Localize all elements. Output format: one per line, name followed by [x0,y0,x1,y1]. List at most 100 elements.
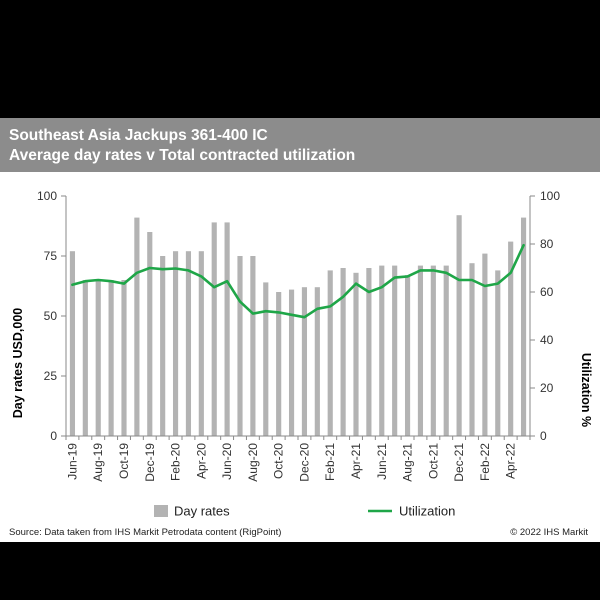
bar-Jul-20 [237,256,243,436]
bar-Oct-19 [121,280,127,436]
utilization-point-Apr-22 [509,272,512,274]
x-tick-label: Feb-20 [169,443,183,481]
bar-Apr-20 [198,251,204,436]
chart-legend: Day rates Utilization [154,504,455,519]
x-tick-label: Oct-21 [426,443,440,479]
y-left-tick-label: 75 [44,249,58,263]
utilization-point-Apr-21 [355,282,357,285]
utilization-point-Mar-21 [342,296,344,298]
x-tick-label: Aug-21 [401,443,415,482]
bar-Aug-20 [250,256,256,436]
utilization-point-Aug-19 [97,279,100,281]
bar-Mar-20 [185,251,192,436]
y-left-tick-label: 100 [37,189,57,203]
chart-title-line-1: Southeast Asia Jackups 361-400 IC [9,127,268,144]
bar-Jun-20 [224,222,230,436]
utilization-point-Nov-19 [136,272,138,274]
x-tick-label: Jun-19 [65,443,79,480]
bar-Feb-20 [172,251,179,436]
utilization-point-Jun-19 [71,284,74,286]
legend-label-day-rates: Day rates [174,504,230,519]
chart-axes [61,195,535,440]
chart-title-line-2: Average day rates v Total contracted uti… [9,147,356,164]
y-left-tick-label: 50 [44,309,58,323]
x-tick-label: Dec-21 [452,443,466,482]
bar-Mar-21 [340,268,346,436]
y-axis-right-title: Utilization % [579,353,593,427]
bar-Apr-22 [508,241,514,436]
y-left-tick-label: 25 [44,369,58,383]
bar-Jul-21 [392,265,398,436]
utilization-point-Jun-21 [380,286,383,288]
utilization-point-Nov-20 [290,314,293,316]
bar-Nov-20 [288,289,295,436]
utilization-point-Apr-20 [200,275,203,278]
axis-labels: 0 25 50 75 100 0 20 40 60 80 100 Jun-19 Aug-19 Oct-19… [37,189,560,482]
utilization-point-Feb-21 [329,305,332,308]
x-tick-label: Dec-20 [297,443,311,482]
day-rate-bars [69,215,527,436]
legend-label-utilization: Utilization [399,504,455,519]
bar-Nov-19 [134,217,140,436]
bar-Jan-20 [160,256,166,436]
y-right-tick-label: 40 [540,333,554,347]
bar-Jan-21 [314,287,320,436]
utilization-point-Oct-21 [432,269,435,272]
y-right-tick-label: 80 [540,237,554,251]
bar-Jul-19 [82,280,88,436]
x-tick-label: Apr-22 [504,443,518,479]
bar-Oct-21 [430,265,436,436]
x-tick-label: Jun-21 [375,443,389,480]
utilization-point-Oct-19 [123,282,125,285]
utilization-point-Dec-21 [458,279,460,281]
x-tick-label: Jun-20 [220,443,234,480]
utilization-point-May-20 [213,286,216,288]
bar-Sep-19 [108,280,114,436]
bar-Dec-19 [147,232,153,436]
x-tick-label: Apr-21 [349,443,363,479]
utilization-point-Jul-19 [84,280,87,282]
utilization-point-Jul-20 [239,300,241,303]
y-right-tick-label: 100 [540,189,560,203]
utilization-point-Aug-20 [252,312,254,315]
bar-Feb-21 [327,270,333,436]
utilization-point-Sep-19 [110,280,112,282]
bar-Oct-20 [276,292,282,436]
x-tick-label: Oct-19 [117,443,131,479]
legend-swatch-day-rates [154,505,168,517]
x-tick-label: Feb-21 [323,443,337,481]
chart-header: Southeast Asia Jackups 361-400 IC Averag… [0,118,600,172]
bar-Jun-19 [69,251,76,436]
bar-Jun-21 [379,265,385,436]
bar-Mar-22 [495,270,501,436]
utilization-point-Dec-20 [303,316,306,318]
utilization-point-May-22 [522,244,525,246]
utilization-point-Mar-20 [187,269,190,272]
x-tick-label: Feb-22 [478,443,492,481]
utilization-line-group [71,243,525,319]
utilization-point-May-21 [368,291,370,293]
utilization-point-Mar-22 [496,282,499,285]
utilization-point-Jan-20 [161,268,164,270]
bar-Nov-21 [443,265,449,436]
bar-Sep-21 [417,265,424,436]
bar-Sep-20 [263,282,269,436]
bar-May-22 [520,217,527,436]
copyright-note: © 2022 IHS Markit [510,527,588,538]
x-tick-label: Aug-20 [246,443,260,482]
y-right-tick-label: 20 [540,381,554,395]
bar-Aug-21 [404,275,411,436]
x-tick-label: Oct-20 [272,443,286,479]
bar-Dec-20 [301,287,308,436]
y-right-tick-label: 60 [540,285,554,299]
utilization-point-Sep-20 [264,310,267,312]
chart-plot: 0 25 50 75 100 0 20 40 60 80 100 Jun-19 Aug-19 Oct-19… [11,189,593,519]
utilization-point-Jun-20 [226,280,228,282]
bar-Dec-21 [456,215,462,436]
utilization-line [71,243,525,319]
utilization-point-Feb-20 [174,267,177,270]
chart-card: Southeast Asia Jackups 361-400 IC Averag… [0,118,600,542]
bar-Feb-22 [482,253,488,436]
y-left-tick-label: 0 [50,429,57,443]
utilization-point-Oct-20 [277,311,280,314]
